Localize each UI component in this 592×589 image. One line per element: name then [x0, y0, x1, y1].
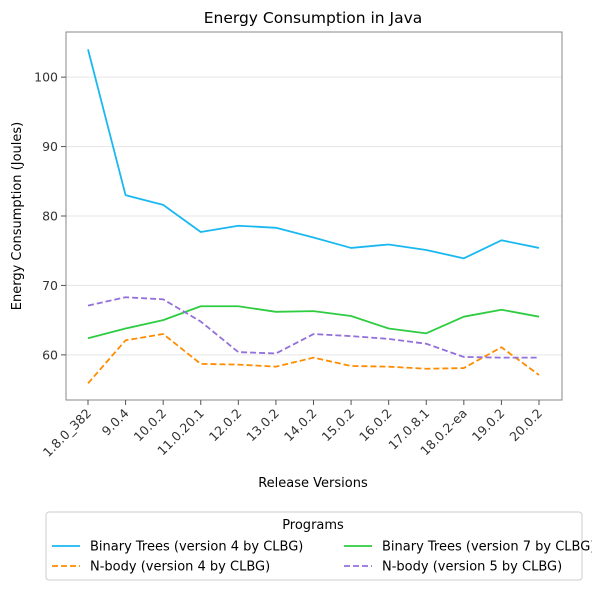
x-tick-label: 14.0.2 — [281, 406, 320, 445]
y-tick-label: 60 — [42, 347, 58, 362]
legend: Programs Binary Trees (version 4 by CLBG… — [45, 511, 592, 581]
y-tick-label: 100 — [34, 70, 58, 85]
legend-label: N-body (version 4 by CLBG) — [90, 560, 270, 575]
legend-title: Programs — [282, 518, 344, 533]
series-line-4 — [87, 296, 539, 359]
grid-lines — [66, 76, 562, 356]
y-axis-title: Energy Consumption (Joules) — [10, 122, 25, 310]
legend-items: Binary Trees (version 4 by CLBG) N-body (… — [52, 540, 592, 575]
x-axis-title: Release Versions — [258, 476, 368, 491]
legend-label: Binary Trees (version 4 by CLBG) — [90, 540, 303, 555]
legend-label: N-body (version 5 by CLBG) — [382, 560, 562, 575]
series-line-2 — [87, 305, 540, 340]
y-tick-label: 90 — [42, 139, 58, 154]
y-axis: 60 70 80 90 100 — [34, 70, 66, 362]
x-tick-label: 12.0.2 — [206, 406, 245, 445]
x-tick-label: 9.0.4 — [99, 405, 132, 438]
legend-box — [45, 511, 583, 581]
y-tick-label: 80 — [42, 209, 58, 224]
x-tick-label: 1.8.0_382 — [40, 406, 94, 460]
series-line-3 — [87, 333, 540, 384]
series-line-1 — [87, 49, 540, 260]
x-axis: 1.8.0_382 9.0.410.0.211.0.20.112.0.213.0.… — [40, 400, 545, 460]
x-tick-label: 20.0.2 — [506, 406, 545, 445]
y-tick-label: 70 — [42, 278, 58, 293]
x-tick-label: 15.0.2 — [318, 406, 357, 445]
series-lines — [87, 49, 540, 384]
x-tick-label: 19.0.2 — [469, 406, 508, 445]
x-tick-label: 13.0.2 — [243, 406, 282, 445]
chart-title: Energy Consumption in Java — [204, 9, 423, 27]
legend-label: Binary Trees (version 7 by CLBG) — [382, 540, 592, 555]
